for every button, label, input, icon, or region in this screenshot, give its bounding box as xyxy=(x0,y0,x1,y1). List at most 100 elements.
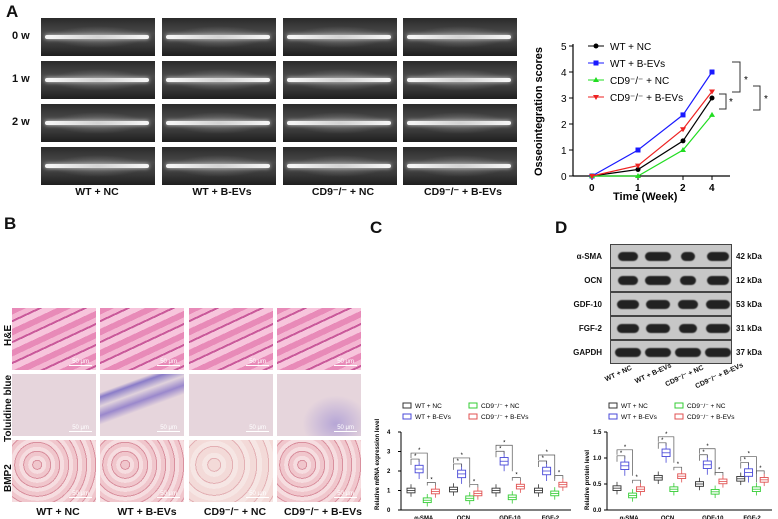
svg-text:*: * xyxy=(546,450,549,456)
svg-text:WT + NC: WT + NC xyxy=(610,42,651,53)
x-axis-label: Time (Week) xyxy=(613,191,678,203)
blot-band xyxy=(705,348,731,357)
svg-text:FGF-2: FGF-2 xyxy=(743,516,761,519)
blot-kda-label: 37 kDa xyxy=(736,348,762,357)
osseointegration-line-chart: 0 1 2 3 4 5 0 1 2 4 Osseointegration scores Time… xyxy=(533,42,768,203)
blot-band xyxy=(680,252,696,261)
svg-text:WT + NC: WT + NC xyxy=(621,403,648,410)
svg-text:2: 2 xyxy=(387,469,391,475)
svg-text:3: 3 xyxy=(561,94,567,105)
y-axis-label: Osseointegration scores xyxy=(533,47,545,176)
blot-strip xyxy=(610,268,732,292)
svg-text:OCN: OCN xyxy=(661,516,674,519)
xray-image xyxy=(403,18,517,56)
blot-protein-label: GAPDH xyxy=(573,348,602,357)
svg-text:*: * xyxy=(706,444,709,450)
xray-col-label-cd9-nc: CD9⁻/⁻ + NC xyxy=(311,186,375,198)
svg-text:*: * xyxy=(677,462,680,468)
blot-band xyxy=(645,252,671,261)
xray-image xyxy=(403,104,517,142)
svg-text:α-SMA: α-SMA xyxy=(620,516,640,519)
svg-text:WT + NC: WT + NC xyxy=(415,403,442,410)
svg-text:GDF-10: GDF-10 xyxy=(499,516,521,519)
histo-col-label-wt-bevs: WT + B-EVs xyxy=(117,506,177,518)
row-label-1w: 1 w xyxy=(12,73,30,85)
xray-image xyxy=(403,61,517,99)
svg-text:α-SMA: α-SMA xyxy=(414,516,434,519)
blot-protein-label: FGF-2 xyxy=(578,324,602,333)
svg-text:1: 1 xyxy=(635,183,641,194)
svg-text:*: * xyxy=(624,445,627,451)
histology-image: 50 μm xyxy=(189,440,273,502)
blot-band xyxy=(706,276,730,285)
xray-image xyxy=(41,61,155,99)
svg-text:0: 0 xyxy=(561,172,567,183)
blot-band xyxy=(706,324,730,333)
blot-band xyxy=(617,252,639,261)
line-legend: WT + NC WT + B-EVs CD9⁻/⁻ + NC CD9⁻/⁻ + … xyxy=(588,42,683,104)
blot-kda-label: 53 kDa xyxy=(736,300,762,309)
svg-text:*: * xyxy=(636,475,639,481)
blot-band xyxy=(615,348,641,357)
histology-image: 50 μm xyxy=(277,374,361,436)
svg-text:*: * xyxy=(665,432,668,438)
svg-text:2: 2 xyxy=(680,183,686,194)
svg-text:5: 5 xyxy=(561,42,567,53)
xray-col-label-wt-nc: WT + NC xyxy=(75,186,119,198)
histology-image: 50 μm xyxy=(277,440,361,502)
svg-text:WT + B-EVs: WT + B-EVs xyxy=(621,414,658,421)
svg-text:4: 4 xyxy=(709,183,715,194)
svg-text:*: * xyxy=(418,448,421,454)
blot-band xyxy=(678,300,698,309)
scale-bar: 50 μm xyxy=(334,359,357,366)
histology-image: 50 μm xyxy=(189,374,273,436)
svg-text:1.5: 1.5 xyxy=(593,430,602,436)
panel-label-a: A xyxy=(6,2,19,21)
scale-bar: 50 μm xyxy=(246,491,269,498)
scale-bar: 50 μm xyxy=(157,491,180,498)
xray-image xyxy=(162,61,276,99)
svg-text:CD9⁻/⁻ + B-EVs: CD9⁻/⁻ + B-EVs xyxy=(687,414,735,421)
histology-image: 50 μm xyxy=(277,308,361,370)
xray-col-label-wt-bevs: WT + B-EVs xyxy=(192,186,252,198)
xray-image xyxy=(162,147,276,185)
sig-star: * xyxy=(744,75,748,86)
blot-protein-label: OCN xyxy=(584,276,602,285)
xray-image xyxy=(162,104,276,142)
xray-col-label-cd9-bevs: CD9⁻/⁻ + B-EVs xyxy=(424,186,502,198)
row-label-0w: 0 w xyxy=(12,30,30,42)
blot-band xyxy=(645,276,671,285)
xray-image xyxy=(283,104,397,142)
svg-text:Relative mRNA expression level: Relative mRNA expression level xyxy=(375,419,381,510)
panel-label-c: C xyxy=(370,218,383,237)
svg-text:*: * xyxy=(718,467,721,473)
xray-image xyxy=(283,61,397,99)
histology-image: 50 μm xyxy=(12,440,96,502)
blot-protein-label: GDF-10 xyxy=(573,300,602,309)
svg-text:CD9⁻/⁻ + NC: CD9⁻/⁻ + NC xyxy=(610,76,669,87)
svg-text:*: * xyxy=(620,451,623,457)
line-series xyxy=(592,114,713,177)
scale-bar: 50 μm xyxy=(157,425,180,432)
scale-bar: 50 μm xyxy=(334,491,357,498)
row-label-2w: 2 w xyxy=(12,116,30,128)
svg-text:GDF-10: GDF-10 xyxy=(702,516,724,519)
svg-text:1: 1 xyxy=(561,146,567,157)
line-series xyxy=(591,91,713,177)
svg-text:*: * xyxy=(759,466,762,472)
svg-text:*: * xyxy=(473,479,476,485)
svg-text:0: 0 xyxy=(589,183,595,194)
histology-image: 50 μm xyxy=(100,308,184,370)
blot-kda-label: 31 kDa xyxy=(736,324,762,333)
significance-brackets xyxy=(719,61,761,111)
sig-star: * xyxy=(729,97,733,108)
blot-band xyxy=(706,300,730,309)
svg-text:CD9⁻/⁻ + B-EVs: CD9⁻/⁻ + B-EVs xyxy=(610,93,683,104)
svg-text:*: * xyxy=(499,446,502,452)
histo-col-label-wt-nc: WT + NC xyxy=(36,506,80,518)
western-blot: α-SMA 42 kDa OCN 12 kDa GDF-10 53 kDa FGF-2 31 … xyxy=(573,244,778,394)
svg-text:3: 3 xyxy=(387,450,391,456)
svg-text:WT + B-EVs: WT + B-EVs xyxy=(610,59,665,70)
svg-text:*: * xyxy=(430,477,433,483)
svg-text:*: * xyxy=(702,450,705,456)
